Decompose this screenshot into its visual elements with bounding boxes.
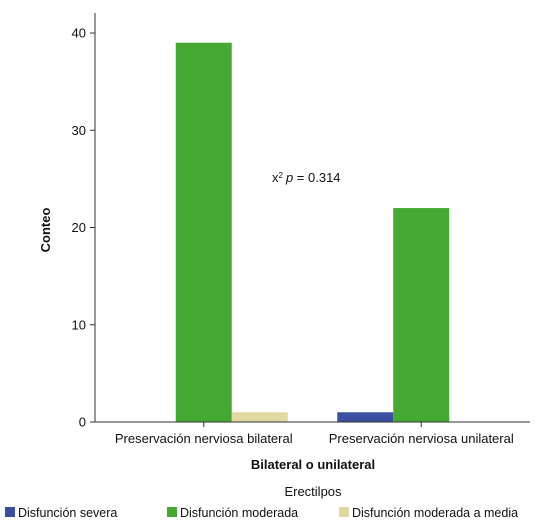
x-axis-ticks: Preservación nerviosa bilateral Preservac… xyxy=(115,422,514,446)
y-tick-label: 20 xyxy=(72,220,86,235)
legend-item: Disfunción moderada a media xyxy=(339,506,518,520)
annotation-prefix: x xyxy=(272,170,279,185)
legend-title: Erectilpos xyxy=(284,484,342,499)
chi-square-annotation: x2 p = 0.314 xyxy=(272,170,341,185)
plot-area xyxy=(175,42,450,422)
bar-1-0 xyxy=(337,412,394,422)
legend-item: Disfunción severa xyxy=(5,506,117,520)
y-tick-label: 40 xyxy=(72,26,86,41)
y-tick-label: 10 xyxy=(72,317,86,332)
annotation-value: = 0.314 xyxy=(293,170,340,185)
bar-0-2 xyxy=(231,412,288,422)
y-axis-title: Conteo xyxy=(38,208,53,253)
bar-0-1 xyxy=(175,42,232,422)
annotation-superscript: 2 xyxy=(279,171,284,180)
legend-swatch xyxy=(167,507,177,517)
legend-swatch xyxy=(5,507,15,517)
x-tick-label: Preservación nerviosa bilateral xyxy=(115,431,293,446)
legend: Disfunción severa Disfunción moderada Disf… xyxy=(5,506,518,520)
legend-label: Disfunción severa xyxy=(18,506,117,520)
legend-swatch xyxy=(339,507,349,517)
legend-label: Disfunción moderada xyxy=(180,506,298,520)
y-tick-label: 30 xyxy=(72,123,86,138)
x-tick-label: Preservación nerviosa unilateral xyxy=(329,431,514,446)
legend-item: Disfunción moderada xyxy=(167,506,298,520)
y-tick-label: 0 xyxy=(79,415,86,430)
annotation-variable: p xyxy=(285,170,293,185)
x-axis-title: Bilateral o unilateral xyxy=(251,457,375,472)
y-axis-ticks: 0 10 20 30 40 xyxy=(72,26,95,430)
bar-1-1 xyxy=(393,208,450,422)
legend-label: Disfunción moderada a media xyxy=(352,506,518,520)
